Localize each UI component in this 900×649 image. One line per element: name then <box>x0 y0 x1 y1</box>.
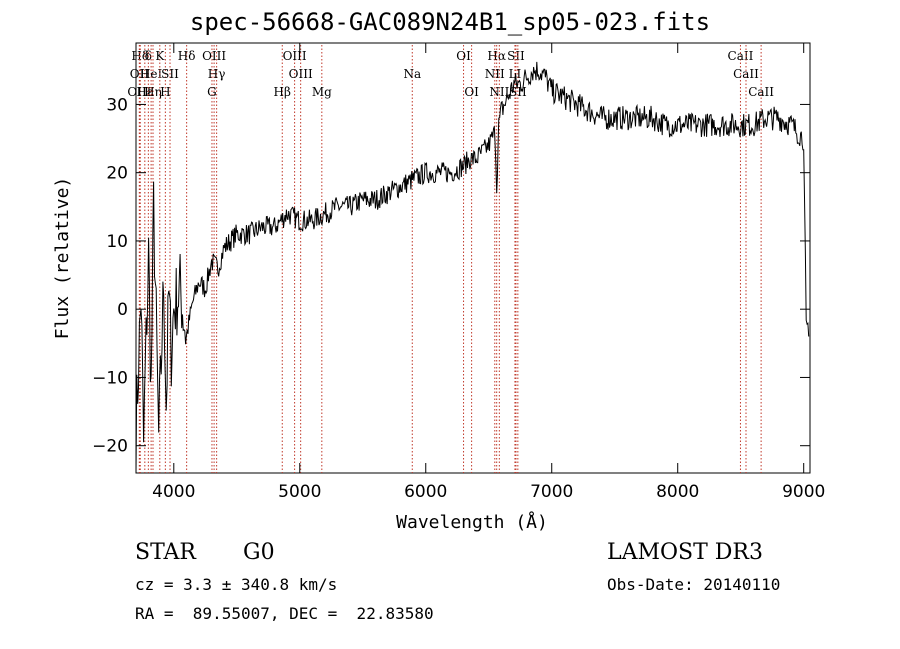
marker-label-29: CaII <box>748 85 774 99</box>
marker-label-10: Hδ <box>178 49 196 63</box>
marker-label-19: OI <box>456 49 471 63</box>
marker-label-5: δ <box>145 49 152 63</box>
y-tick-label-2: 0 <box>117 300 128 320</box>
marker-label-21: Hα <box>487 49 506 63</box>
marker-label-16: OIII <box>289 67 313 81</box>
x-tick-label-5: 9000 <box>782 482 825 502</box>
marker-label-7: K <box>155 49 165 63</box>
plot-frame <box>135 42 811 474</box>
marker-label-6: HeI <box>140 67 163 81</box>
flux-series <box>135 61 810 474</box>
y-tick-label-5: 30 <box>106 95 128 115</box>
marker-label-9: SII <box>161 67 179 81</box>
marker-label-3: Hε <box>136 85 153 99</box>
marker-label-28: CaII <box>733 67 759 81</box>
survey-name: LAMOST DR3 <box>607 540 763 565</box>
x-tick-label-4: 8000 <box>656 482 699 502</box>
marker-label-13: G <box>207 85 217 99</box>
marker-label-27: CaII <box>728 49 754 63</box>
marker-label-12: Hγ <box>208 67 226 81</box>
object-subclass: G0 <box>243 540 275 565</box>
y-tick-label-1: −10 <box>92 368 128 388</box>
x-tick-label-3: 7000 <box>530 482 573 502</box>
y-tick-label-0: −20 <box>92 437 128 457</box>
marker-label-18: Na <box>403 67 421 81</box>
marker-label-2: OIII <box>127 85 151 99</box>
redshift-info: cz = 3.3 ± 340.8 km/s <box>135 575 338 594</box>
obs-date: Obs-Date: 20140110 <box>607 575 781 594</box>
marker-label-15: OIII <box>283 49 307 63</box>
marker-label-24: SII <box>507 49 525 63</box>
x-tick-label-2: 6000 <box>404 482 447 502</box>
x-tick-label-1: 5000 <box>278 482 321 502</box>
chart-title: spec-56668-GAC089N24B1_sp05-023.fits <box>189 8 711 36</box>
marker-label-22: NII <box>485 67 505 81</box>
marker-label-20: OI <box>464 85 479 99</box>
x-tick-label-0: 4000 <box>152 482 195 502</box>
y-tick-label-4: 20 <box>106 164 128 184</box>
marker-label-8: H <box>160 85 170 99</box>
y-axis-label: Flux (relative) <box>52 177 73 340</box>
y-tick-label-3: 10 <box>106 232 128 252</box>
marker-label-11: OIII <box>202 49 226 63</box>
marker-label-23: NII <box>489 85 509 99</box>
x-axis-label: Wavelength (Å) <box>396 511 548 533</box>
flux-line <box>135 61 810 474</box>
marker-label-14: Hβ <box>274 85 291 99</box>
object-class: STAR <box>135 540 196 565</box>
marker-label-17: Mg <box>312 85 332 99</box>
axis-ticks: 4000 5000 6000 7000 8000 9000 −20 −10 0 10 20 30 <box>92 43 825 502</box>
coordinates: RA = 89.55007, DEC = 22.83580 <box>135 604 434 623</box>
